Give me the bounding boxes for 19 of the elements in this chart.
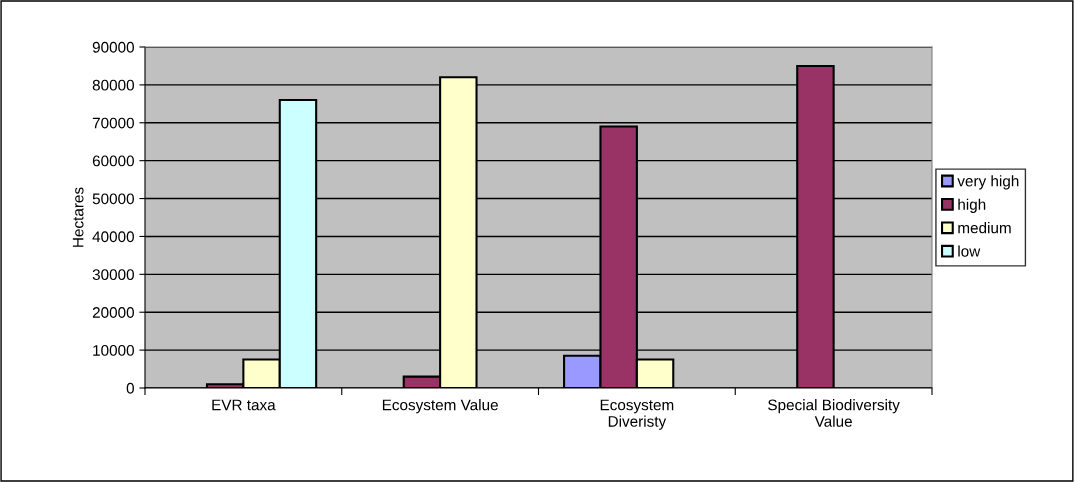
y-tick-label: 30000 — [92, 269, 134, 281]
y-tick-label: 50000 — [92, 193, 134, 205]
x-tick-label: Special Biodiversity Value — [768, 399, 900, 427]
legend-label: very high — [957, 175, 1019, 190]
legend-label: medium — [958, 222, 1011, 234]
y-tick-label: 60000 — [92, 155, 134, 167]
y-tick-label: 80000 — [92, 79, 134, 91]
y-tick-label: 20000 — [92, 307, 134, 318]
legend-label: low — [958, 245, 981, 257]
x-tick-label: EVR taxa — [212, 399, 276, 411]
legend-label: high — [958, 198, 986, 213]
y-tick-label: 0 — [126, 382, 134, 394]
x-tick-label: Ecosystem Value — [382, 399, 498, 414]
y-tick-label: 70000 — [92, 117, 134, 129]
y-tick-label: 40000 — [92, 231, 134, 243]
y-tick-label: 90000 — [92, 41, 134, 53]
x-tick-label: Ecosystem Diveristy — [600, 399, 674, 430]
y-axis-title: Hectares — [72, 187, 84, 247]
y-tick-label: 10000 — [93, 344, 134, 356]
